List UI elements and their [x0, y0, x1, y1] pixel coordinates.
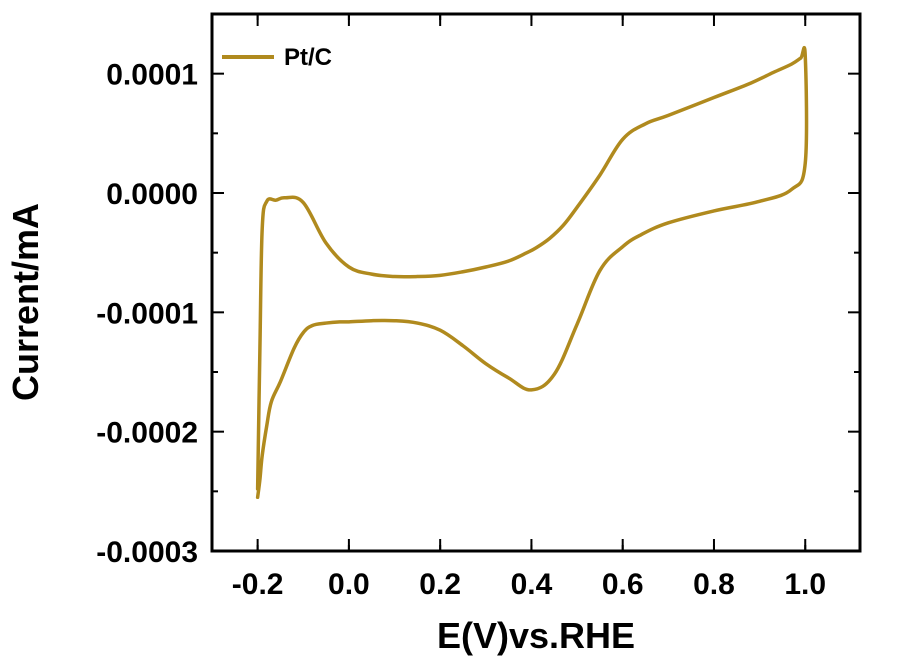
x-tick-label: 0.2 [419, 568, 461, 601]
x-tick-label: 0.8 [693, 568, 735, 601]
x-tick-label: 0.0 [328, 568, 370, 601]
x-tick-label: 1.0 [784, 568, 826, 601]
ticks-layer [212, 14, 860, 552]
legend: Pt/C [222, 44, 332, 71]
legend-label-pt-c: Pt/C [284, 44, 332, 71]
series-layer [255, 46, 809, 500]
y-tick-label: -0.0002 [96, 417, 198, 450]
x-axis-title: E(V)vs.RHE [437, 615, 635, 656]
series-line-pt-c [255, 46, 809, 500]
y-tick-label: 0.0001 [106, 59, 198, 92]
x-tick-label: 0.6 [602, 568, 644, 601]
plot-frame [210, 12, 862, 553]
y-axis-title: Current/mA [5, 203, 46, 401]
y-tick-label: -0.0001 [96, 297, 198, 330]
tick-labels-layer: -0.2 0.0 0.2 0.4 0.6 0.8 1.0 -0.0003 -0.0002 -0.0… [96, 59, 826, 601]
y-tick-label: 0.0000 [106, 178, 198, 211]
y-tick-label: -0.0003 [96, 536, 198, 569]
x-tick-label: -0.2 [232, 568, 284, 601]
x-tick-label: 0.4 [511, 568, 553, 601]
